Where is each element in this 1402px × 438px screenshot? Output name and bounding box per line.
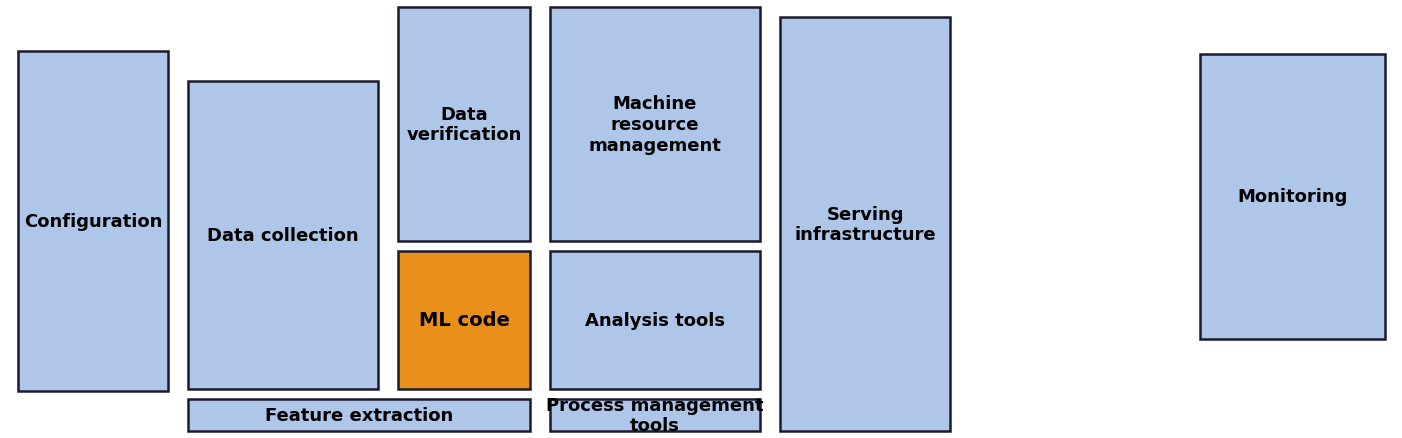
FancyBboxPatch shape: [188, 82, 379, 389]
FancyBboxPatch shape: [398, 251, 530, 389]
FancyBboxPatch shape: [398, 8, 530, 241]
FancyBboxPatch shape: [780, 18, 951, 431]
Text: Feature extraction: Feature extraction: [265, 406, 453, 424]
FancyBboxPatch shape: [18, 52, 168, 391]
FancyBboxPatch shape: [1200, 55, 1385, 339]
Text: Monitoring: Monitoring: [1238, 188, 1347, 206]
FancyBboxPatch shape: [188, 399, 530, 431]
FancyBboxPatch shape: [550, 399, 760, 431]
Text: Data collection: Data collection: [207, 226, 359, 244]
Text: Analysis tools: Analysis tools: [585, 311, 725, 329]
Text: Machine
resource
management: Machine resource management: [589, 95, 722, 155]
FancyBboxPatch shape: [550, 251, 760, 389]
Text: Process management
tools: Process management tools: [547, 396, 764, 434]
Text: Configuration: Configuration: [24, 212, 163, 230]
Text: ML code: ML code: [419, 311, 509, 330]
FancyBboxPatch shape: [550, 8, 760, 241]
Text: Serving
infrastructure: Serving infrastructure: [794, 205, 935, 244]
Text: Data
verification: Data verification: [407, 106, 522, 144]
